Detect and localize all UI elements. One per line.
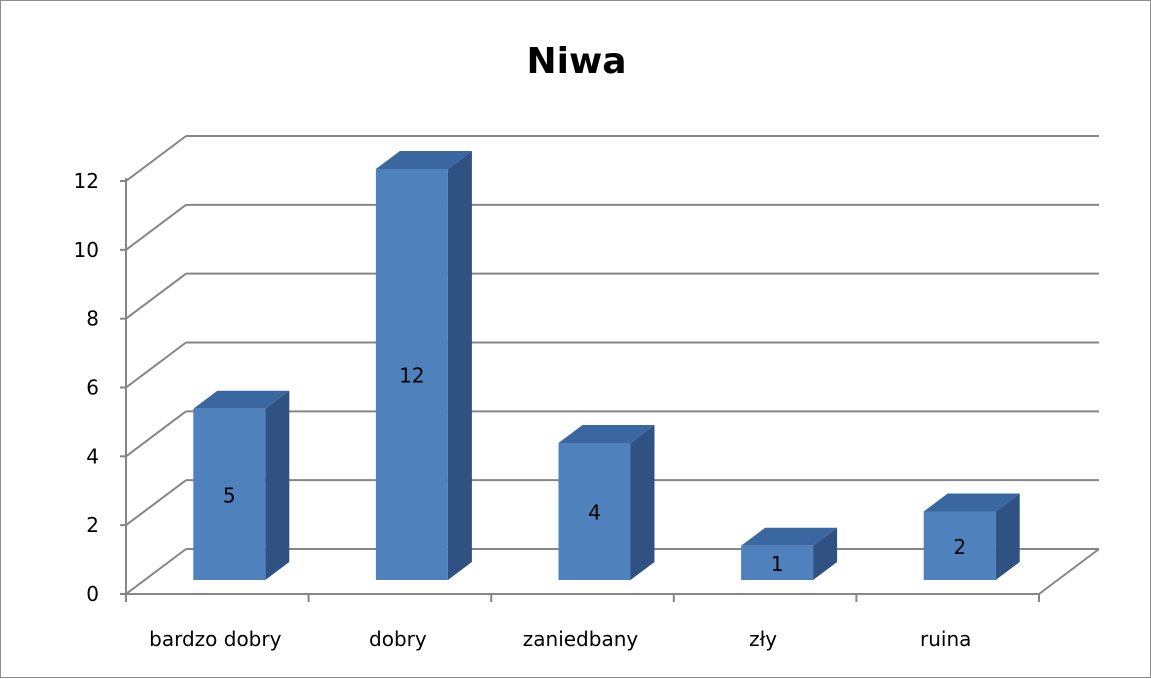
bar	[375, 169, 448, 580]
bar-top	[375, 151, 472, 169]
x-tick-label: zaniedbany	[523, 627, 639, 651]
bar-top	[923, 493, 1020, 512]
bar-top	[741, 527, 838, 546]
x-tick-label: dobry	[369, 627, 427, 651]
x-tick-label: ruina	[920, 627, 971, 651]
floor-edge-right	[1038, 548, 1100, 595]
y-tick-label: 6	[86, 376, 99, 400]
gridline-diagonal	[125, 548, 187, 595]
data-label: 4	[588, 501, 601, 525]
x-tick-label: bardzo dobry	[149, 627, 281, 651]
y-tick-label: 10	[74, 238, 99, 262]
gridline-diagonal	[125, 272, 187, 320]
gridline-diagonal	[125, 135, 187, 182]
gridline-diagonal	[125, 341, 187, 389]
bar-side	[813, 527, 838, 580]
gridline-diagonal	[125, 204, 187, 251]
bar	[741, 545, 814, 580]
y-tick-label: 12	[74, 169, 99, 193]
bar-side	[265, 390, 290, 580]
data-label: 2	[953, 535, 966, 559]
gridline-diagonal	[125, 410, 187, 458]
y-tick-label: 4	[86, 444, 99, 468]
data-label: 5	[223, 483, 236, 507]
bar-side	[995, 493, 1020, 580]
bar	[558, 443, 631, 580]
bar-top	[193, 390, 290, 409]
chart-title: Niwa	[526, 41, 627, 82]
y-tick-label: 2	[86, 513, 99, 537]
y-tick-label: 8	[86, 307, 99, 331]
bar-top	[558, 425, 655, 443]
bar	[923, 511, 996, 580]
y-tick-label: 0	[86, 582, 99, 606]
bar-side	[630, 425, 655, 580]
data-label: 1	[771, 552, 784, 576]
gridline-diagonal	[125, 479, 187, 526]
bar-side	[447, 151, 472, 580]
data-label: 12	[399, 364, 424, 388]
x-tick-label: zły	[749, 627, 777, 651]
bar	[193, 408, 266, 580]
